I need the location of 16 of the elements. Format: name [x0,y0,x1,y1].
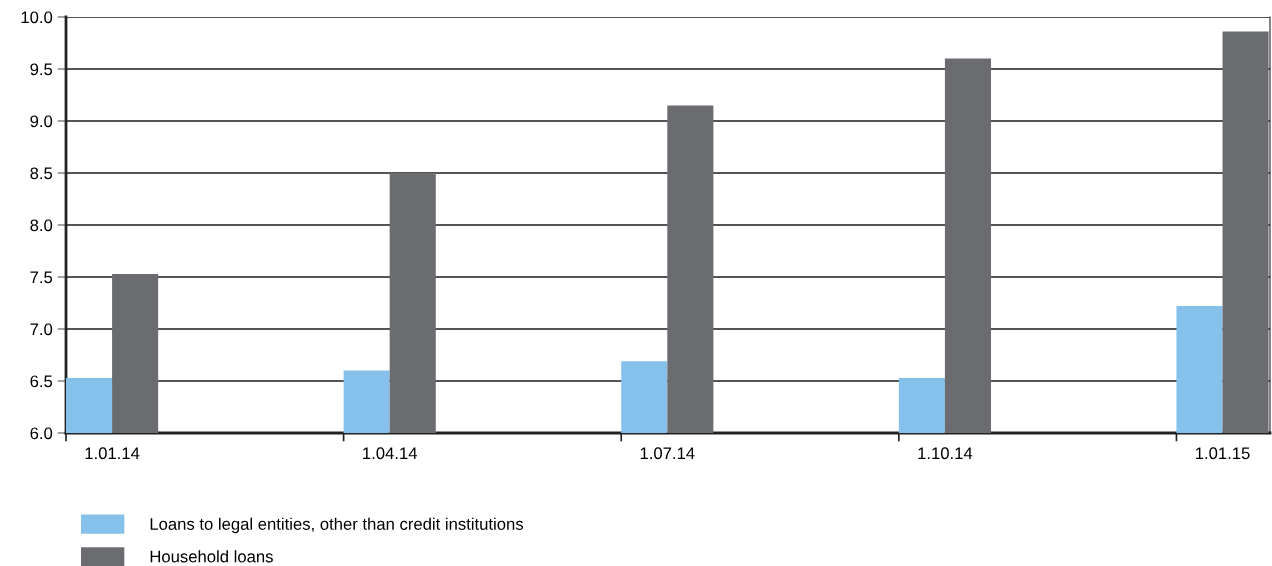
y-tick-label: 8.5 [30,167,53,180]
y-tick-label: 8.0 [30,219,53,232]
legend-label: Loans to legal entities, other than credit institutions [150,517,524,534]
y-tick-label: 9.5 [30,63,53,76]
x-tick-label: 1.10.14 [918,447,973,460]
y-tick-label: 6.0 [30,427,53,440]
y-tick-label: 7.5 [30,271,53,284]
x-tick-label: 1.01.14 [85,447,140,460]
y-tick-label: 6.5 [30,375,53,388]
y-tick-label: 10.0 [21,11,53,24]
x-tick-label: 1.07.14 [640,447,695,460]
x-tick-label: 1.01.15 [1196,447,1250,460]
y-tick-label: 7.0 [30,323,53,336]
legend-label: Household loans [150,550,273,563]
x-tick-label: 1.04.14 [363,447,418,460]
y-tick-label: 9.0 [30,115,53,128]
